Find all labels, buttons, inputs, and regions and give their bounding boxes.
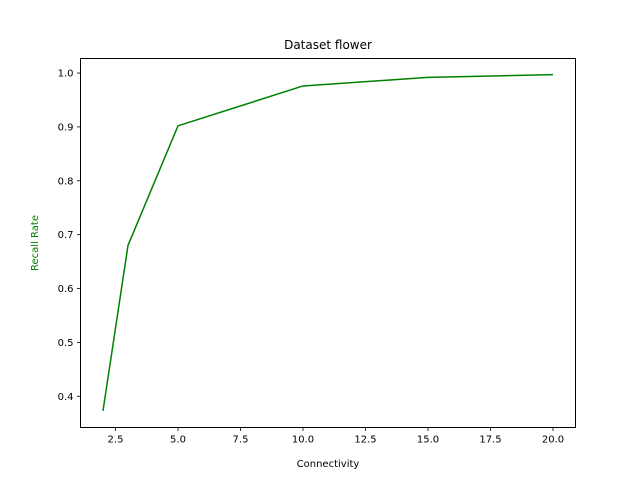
chart-title: Dataset flower — [284, 38, 372, 52]
y-tick-label: 0.6 — [58, 284, 74, 295]
x-axis-title: Connectivity — [297, 459, 360, 470]
y-tick-label: 0.4 — [58, 392, 74, 403]
x-axis: 2.5 5.0 7.5 10.0 12.5 15.0 17.5 20.0 — [108, 427, 564, 446]
x-tick-label: 12.5 — [354, 435, 376, 446]
x-tick-label: 17.5 — [479, 435, 501, 446]
y-tick-label: 0.8 — [58, 176, 74, 187]
series-line — [102, 73, 554, 411]
y-axis: 0.4 0.5 0.6 0.7 0.8 0.9 1.0 — [58, 69, 81, 403]
y-tick-label: 0.7 — [58, 230, 74, 241]
y-axis-title: Recall Rate — [30, 215, 41, 271]
x-tick-label: 15.0 — [417, 435, 439, 446]
x-tick-label: 5.0 — [170, 435, 186, 446]
x-tick-label: 7.5 — [233, 435, 249, 446]
plot-frame — [80, 58, 576, 428]
x-tick-label: 20.0 — [542, 435, 564, 446]
x-tick-label: 10.0 — [292, 435, 314, 446]
y-tick-label: 0.5 — [58, 338, 74, 349]
x-tick-label: 2.5 — [108, 435, 124, 446]
y-tick-label: 1.0 — [58, 69, 74, 80]
y-tick-label: 0.9 — [58, 122, 74, 133]
series-layer — [102, 73, 554, 411]
